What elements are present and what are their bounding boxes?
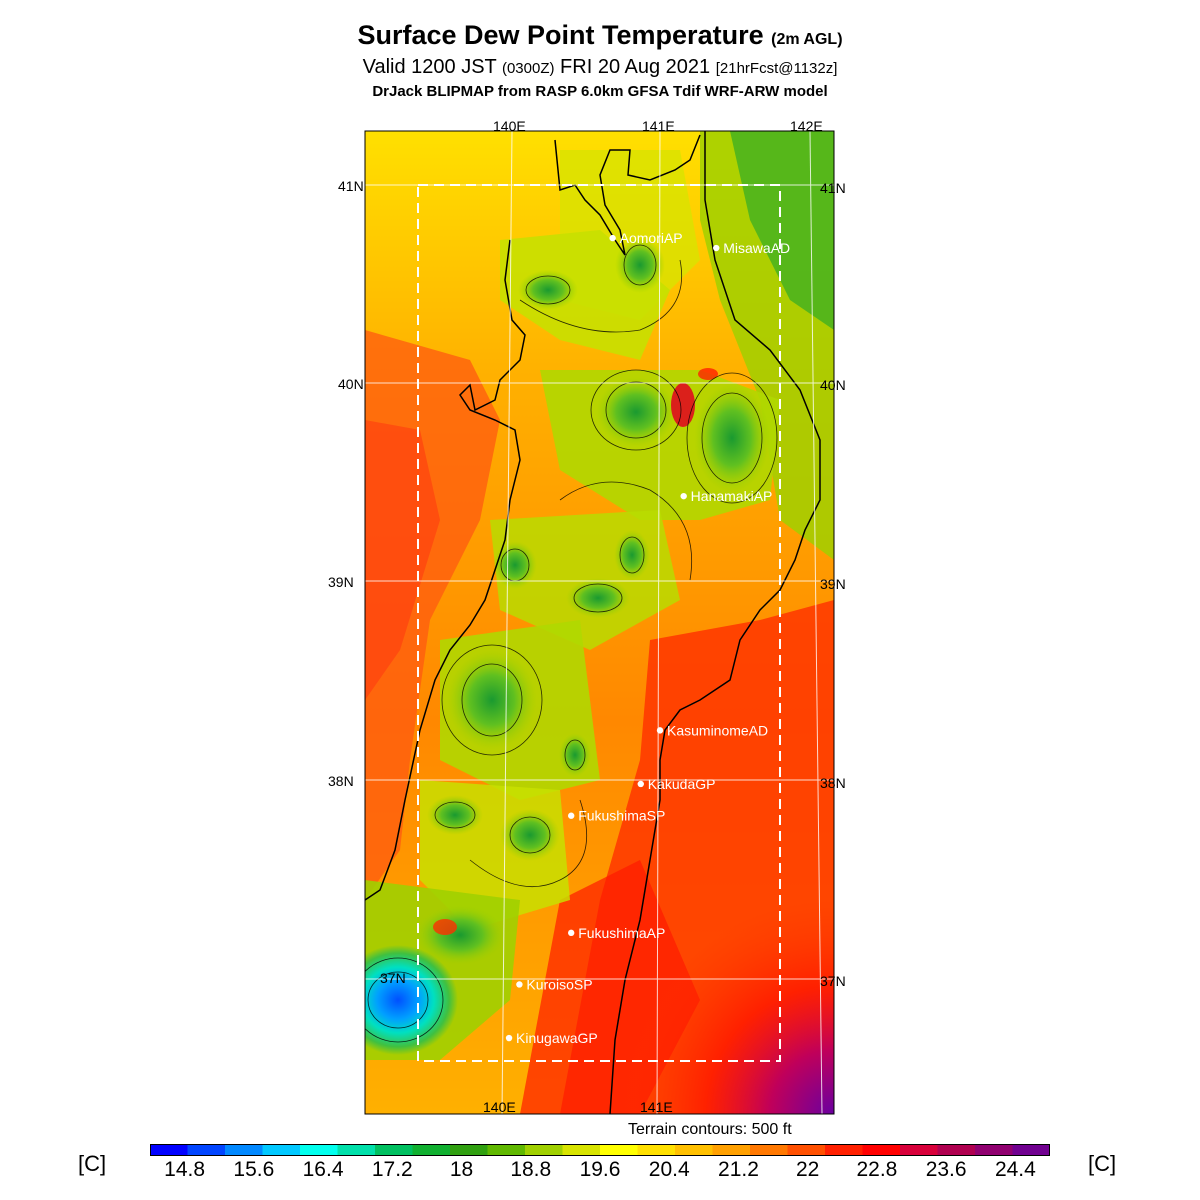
colorbar-swatch	[937, 1144, 976, 1156]
colorbar-swatch	[750, 1144, 788, 1156]
colorbar-swatch	[225, 1144, 263, 1156]
station-label: FukushimaAP	[578, 925, 665, 941]
colorbar-swatch	[562, 1144, 601, 1156]
colorbar-swatch	[262, 1144, 301, 1156]
colorbar-swatch	[525, 1144, 563, 1156]
station-dot	[713, 244, 720, 252]
colorbar-swatch	[375, 1144, 413, 1156]
lon-label-top: 142E	[790, 118, 823, 134]
station-dot	[609, 234, 616, 242]
map-title: Surface Dew Point Temperature (2m AGL)	[357, 20, 843, 50]
lat-label-right: 39N	[820, 576, 846, 592]
colorbar-swatch	[900, 1144, 938, 1156]
colorbar-swatch	[487, 1144, 526, 1156]
colorbar-swatch	[712, 1144, 751, 1156]
lat-label-left: 40N	[338, 376, 364, 392]
colorbar-tick-label: 21.2	[718, 1158, 759, 1181]
station-AomoriAP: AomoriAP	[609, 230, 683, 246]
colorbar-tick-label: 17.2	[371, 1158, 413, 1181]
station-label: KakudaGP	[648, 776, 716, 792]
colorbar-swatch	[1012, 1144, 1050, 1156]
station-label: MisawaAD	[723, 240, 790, 256]
station-label: FukushimaSP	[578, 808, 665, 824]
lat-label-right: 38N	[820, 775, 846, 791]
colorbar-swatch	[637, 1144, 676, 1156]
colorbar-tick-label: 24.4	[994, 1158, 1036, 1181]
lon-label-top: 141E	[642, 118, 675, 134]
station-label: AomoriAP	[620, 230, 683, 246]
colorbar-swatch	[675, 1144, 713, 1156]
station-dot	[637, 780, 644, 788]
colorbar-swatch	[300, 1144, 338, 1156]
lat-label-left: 38N	[328, 773, 354, 789]
station-FukushimaSP: FukushimaSP	[568, 808, 665, 824]
colorbar-swatch	[412, 1144, 451, 1156]
colorbar-tick-label: 22.8	[856, 1158, 898, 1181]
colorbar-swatch	[600, 1144, 638, 1156]
colorbar-swatch	[450, 1144, 488, 1156]
station-dot	[516, 981, 523, 988]
lat-label-left: 37N	[380, 970, 406, 986]
model-info: DrJack BLIPMAP from RASP 6.0km GFSA Tdif…	[372, 83, 828, 100]
station-label: KasuminomeAD	[667, 722, 768, 738]
colorbar-unit-right: [C]	[1088, 1151, 1117, 1176]
station-dot	[656, 727, 664, 734]
station-label: KuroisoSP	[526, 976, 592, 992]
colorbar-swatch	[975, 1144, 1013, 1156]
dew-point-field	[365, 131, 834, 1114]
colorbar	[150, 1144, 1050, 1156]
station-label: HanamakiAP	[691, 488, 773, 504]
colorbar-tick-label: 19.6	[579, 1158, 621, 1181]
lat-label-right: 40N	[820, 377, 846, 393]
station-MisawaAD: MisawaAD	[713, 240, 790, 256]
station-FukushimaAP: FukushimaAP	[568, 925, 665, 941]
station-KakudaGP: KakudaGP	[637, 776, 716, 792]
colorbar-tick-label: 16.4	[302, 1158, 344, 1181]
station-HanamakiAP: HanamakiAP	[680, 488, 772, 504]
colorbar-tick-label: 18.8	[510, 1158, 552, 1181]
lat-label-right: 37N	[820, 973, 846, 989]
colorbar-swatch	[787, 1144, 826, 1156]
lon-label-top: 140E	[493, 118, 526, 134]
station-KinugawaGP: KinugawaGP	[505, 1030, 598, 1046]
station-dot	[505, 1034, 513, 1042]
lat-label-left: 39N	[328, 574, 354, 590]
station-markers: AomoriAP MisawaAD HanamakiAP KasuminomeAD Ka…	[505, 230, 790, 1046]
colorbar-unit-left: [C]	[78, 1151, 107, 1176]
colorbar-swatch	[150, 1144, 188, 1156]
station-KasuminomeAD: KasuminomeAD	[656, 722, 768, 738]
station-dot	[680, 492, 687, 500]
lon-label-bottom: 141E	[640, 1099, 673, 1115]
lon-label-bottom: 140E	[483, 1099, 516, 1115]
colorbar-tick-label: 18	[449, 1158, 474, 1181]
colorbar-tick-label: 15.6	[233, 1158, 275, 1181]
terrain-contour-note: Terrain contours: 500 ft	[628, 1121, 792, 1138]
colorbar-tick-label: 22	[796, 1158, 820, 1181]
map-frame	[364, 130, 835, 1115]
colorbar-tick-label: 14.8	[164, 1158, 206, 1181]
station-dot	[568, 929, 575, 937]
colorbar-swatch	[825, 1144, 863, 1156]
colorbar-swatch	[187, 1144, 226, 1156]
colorbar-swatch	[337, 1144, 376, 1156]
station-KuroisoSP: KuroisoSP	[516, 976, 593, 992]
valid-time: Valid 1200 JST (0300Z) FRI 20 Aug 2021 […	[362, 56, 838, 78]
station-dot	[568, 812, 575, 819]
lat-label-right: 41N	[820, 180, 846, 196]
colorbar-tick-label: 23.6	[925, 1158, 967, 1181]
colorbar-tick-label: 20.4	[648, 1158, 690, 1181]
lat-label-left: 41N	[338, 178, 364, 194]
colorbar-swatch	[862, 1144, 901, 1156]
station-label: KinugawaGP	[516, 1030, 598, 1046]
